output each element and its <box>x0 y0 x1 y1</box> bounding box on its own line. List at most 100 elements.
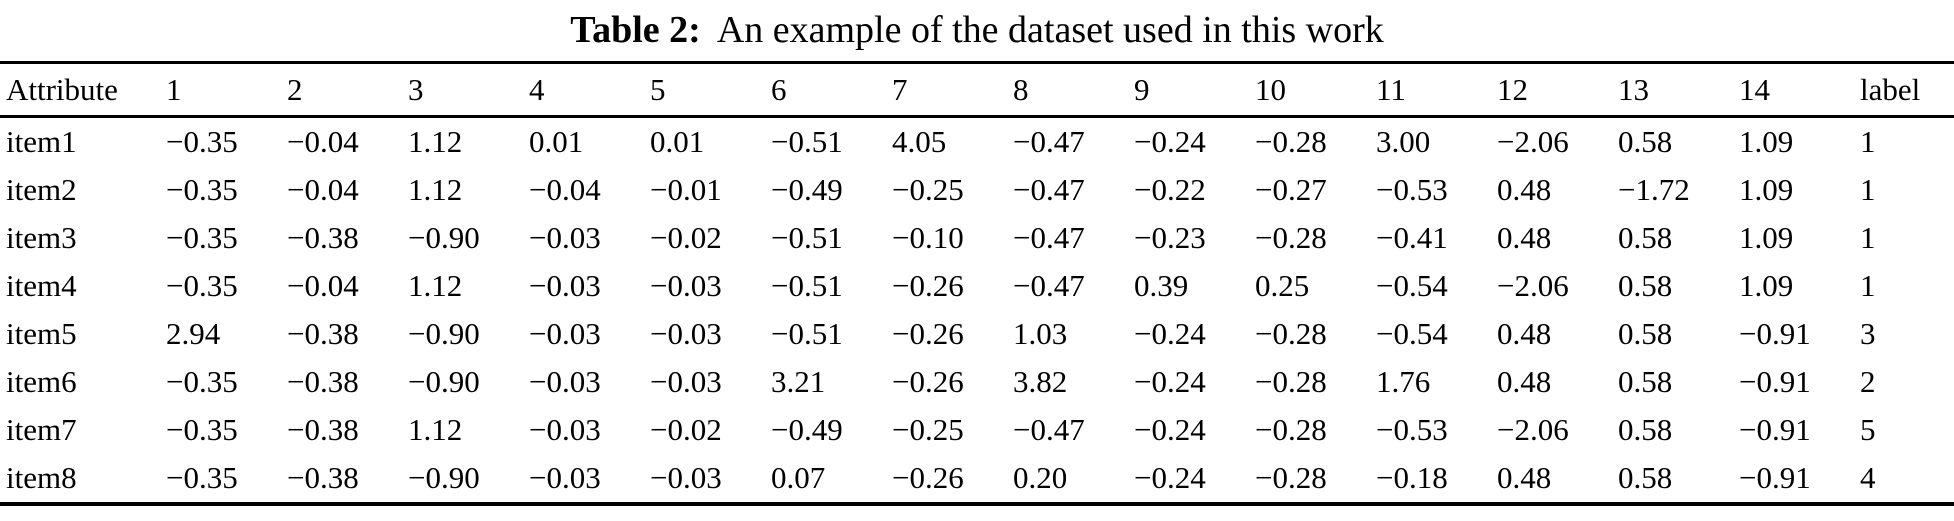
row-label: 1 <box>1860 124 1876 159</box>
cell-value: −0.91 <box>1739 412 1811 447</box>
cell-value: −0.51 <box>771 268 843 303</box>
col-header-6: 6 <box>771 71 787 107</box>
table-body: item1 −0.35 −0.04 1.12 0.01 0.01 −0.51 4.05 −0.4… <box>0 117 1954 505</box>
row-item-name: item2 <box>6 172 77 207</box>
cell-value: −0.03 <box>529 220 601 255</box>
cell-value: 0.07 <box>771 460 826 495</box>
cell-value: −0.23 <box>1134 220 1206 255</box>
table-row-item5: item5 2.94 −0.38 −0.90 −0.03 −0.03 −0.51 −0.26 1… <box>0 310 1954 358</box>
cell-value: −0.38 <box>287 364 359 399</box>
table-caption-number: Table 2: <box>570 9 701 51</box>
row-label: 1 <box>1860 268 1876 303</box>
cell-value: −0.51 <box>771 124 843 159</box>
cell-value: −0.03 <box>650 268 722 303</box>
cell-value: 0.58 <box>1618 124 1673 159</box>
col-header-5: 5 <box>650 71 666 107</box>
col-header-11: 11 <box>1376 71 1406 107</box>
cell-value: −0.41 <box>1376 220 1448 255</box>
cell-value: −0.26 <box>892 364 964 399</box>
cell-value: −0.25 <box>892 412 964 447</box>
cell-value: −0.24 <box>1134 460 1206 495</box>
col-header-label: label <box>1860 71 1921 107</box>
cell-value: −0.35 <box>166 172 238 207</box>
row-item-name: item3 <box>6 220 77 255</box>
cell-value: −0.35 <box>166 412 238 447</box>
dataset-table: Attribute 1 2 3 4 5 6 7 8 9 10 11 12 13 14 label item1−… <box>0 61 1954 506</box>
table-row-item4: item4 −0.35 −0.04 1.12 −0.03 −0.03 −0.51 −0.26 −… <box>0 262 1954 310</box>
cell-value: 0.58 <box>1618 412 1673 447</box>
col-header-12: 12 <box>1497 71 1528 107</box>
col-header-2: 2 <box>287 71 303 107</box>
cell-value: 0.58 <box>1618 460 1673 495</box>
col-header-attribute: Attribute <box>6 71 118 107</box>
col-header-4: 4 <box>529 71 545 107</box>
row-label: 2 <box>1860 364 1876 399</box>
cell-value: −0.04 <box>287 172 359 207</box>
row-label: 3 <box>1860 316 1876 351</box>
cell-value: −0.28 <box>1255 364 1327 399</box>
cell-value: 0.48 <box>1497 316 1552 351</box>
cell-value: −0.26 <box>892 268 964 303</box>
cell-value: 1.76 <box>1376 364 1431 399</box>
cell-value: −0.35 <box>166 364 238 399</box>
cell-value: 3.82 <box>1013 364 1068 399</box>
cell-value: 0.20 <box>1013 460 1068 495</box>
cell-value: −0.02 <box>650 220 722 255</box>
table-caption-text: An example of the dataset used in this w… <box>716 9 1384 51</box>
cell-value: −0.90 <box>408 316 480 351</box>
cell-value: −2.06 <box>1497 268 1569 303</box>
col-header-1: 1 <box>166 71 182 107</box>
cell-value: −0.38 <box>287 412 359 447</box>
row-label: 4 <box>1860 460 1876 495</box>
cell-value: 0.58 <box>1618 220 1673 255</box>
cell-value: −0.47 <box>1013 268 1085 303</box>
cell-value: −0.51 <box>771 220 843 255</box>
table-header: Attribute 1 2 3 4 5 6 7 8 9 10 11 12 13 14 label <box>0 63 1954 117</box>
cell-value: −0.91 <box>1739 316 1811 351</box>
cell-value: 0.01 <box>650 124 705 159</box>
cell-value: −0.53 <box>1376 412 1448 447</box>
table-row-item7: item7 −0.35 −0.38 1.12 −0.03 −0.02 −0.49 −0.25 −… <box>0 406 1954 454</box>
cell-value: −0.04 <box>287 124 359 159</box>
cell-value: 0.48 <box>1497 172 1552 207</box>
col-header-3: 3 <box>408 71 424 107</box>
cell-value: 1.09 <box>1739 268 1794 303</box>
cell-value: 0.48 <box>1497 364 1552 399</box>
cell-value: 0.58 <box>1618 316 1673 351</box>
cell-value: −0.04 <box>287 268 359 303</box>
cell-value: −0.04 <box>529 172 601 207</box>
row-item-name: item6 <box>6 364 77 399</box>
cell-value: 3.21 <box>771 364 826 399</box>
row-item-name: item1 <box>6 124 77 159</box>
cell-value: −0.28 <box>1255 220 1327 255</box>
cell-value: −0.03 <box>529 412 601 447</box>
col-header-13: 13 <box>1618 71 1649 107</box>
cell-value: −0.26 <box>892 460 964 495</box>
header-row: Attribute 1 2 3 4 5 6 7 8 9 10 11 12 13 14 label <box>0 63 1954 117</box>
cell-value: 3.00 <box>1376 124 1431 159</box>
col-header-8: 8 <box>1013 71 1029 107</box>
cell-value: 0.48 <box>1497 220 1552 255</box>
cell-value: 0.25 <box>1255 268 1310 303</box>
cell-value: −0.54 <box>1376 268 1448 303</box>
row-label: 5 <box>1860 412 1876 447</box>
table-row-item6: item6 −0.35 −0.38 −0.90 −0.03 −0.03 3.21 −0.26 3… <box>0 358 1954 406</box>
cell-value: 1.03 <box>1013 316 1068 351</box>
cell-value: −0.28 <box>1255 124 1327 159</box>
cell-value: −0.54 <box>1376 316 1448 351</box>
cell-value: −0.49 <box>771 412 843 447</box>
cell-value: −0.25 <box>892 172 964 207</box>
cell-value: −0.38 <box>287 316 359 351</box>
cell-value: 0.58 <box>1618 268 1673 303</box>
cell-value: −2.06 <box>1497 124 1569 159</box>
cell-value: 1.09 <box>1739 172 1794 207</box>
cell-value: −0.47 <box>1013 172 1085 207</box>
cell-value: 1.12 <box>408 412 463 447</box>
cell-value: 0.48 <box>1497 460 1552 495</box>
cell-value: 0.58 <box>1618 364 1673 399</box>
cell-value: −2.06 <box>1497 412 1569 447</box>
cell-value: −0.03 <box>650 316 722 351</box>
cell-value: −0.24 <box>1134 364 1206 399</box>
cell-value: −0.47 <box>1013 220 1085 255</box>
